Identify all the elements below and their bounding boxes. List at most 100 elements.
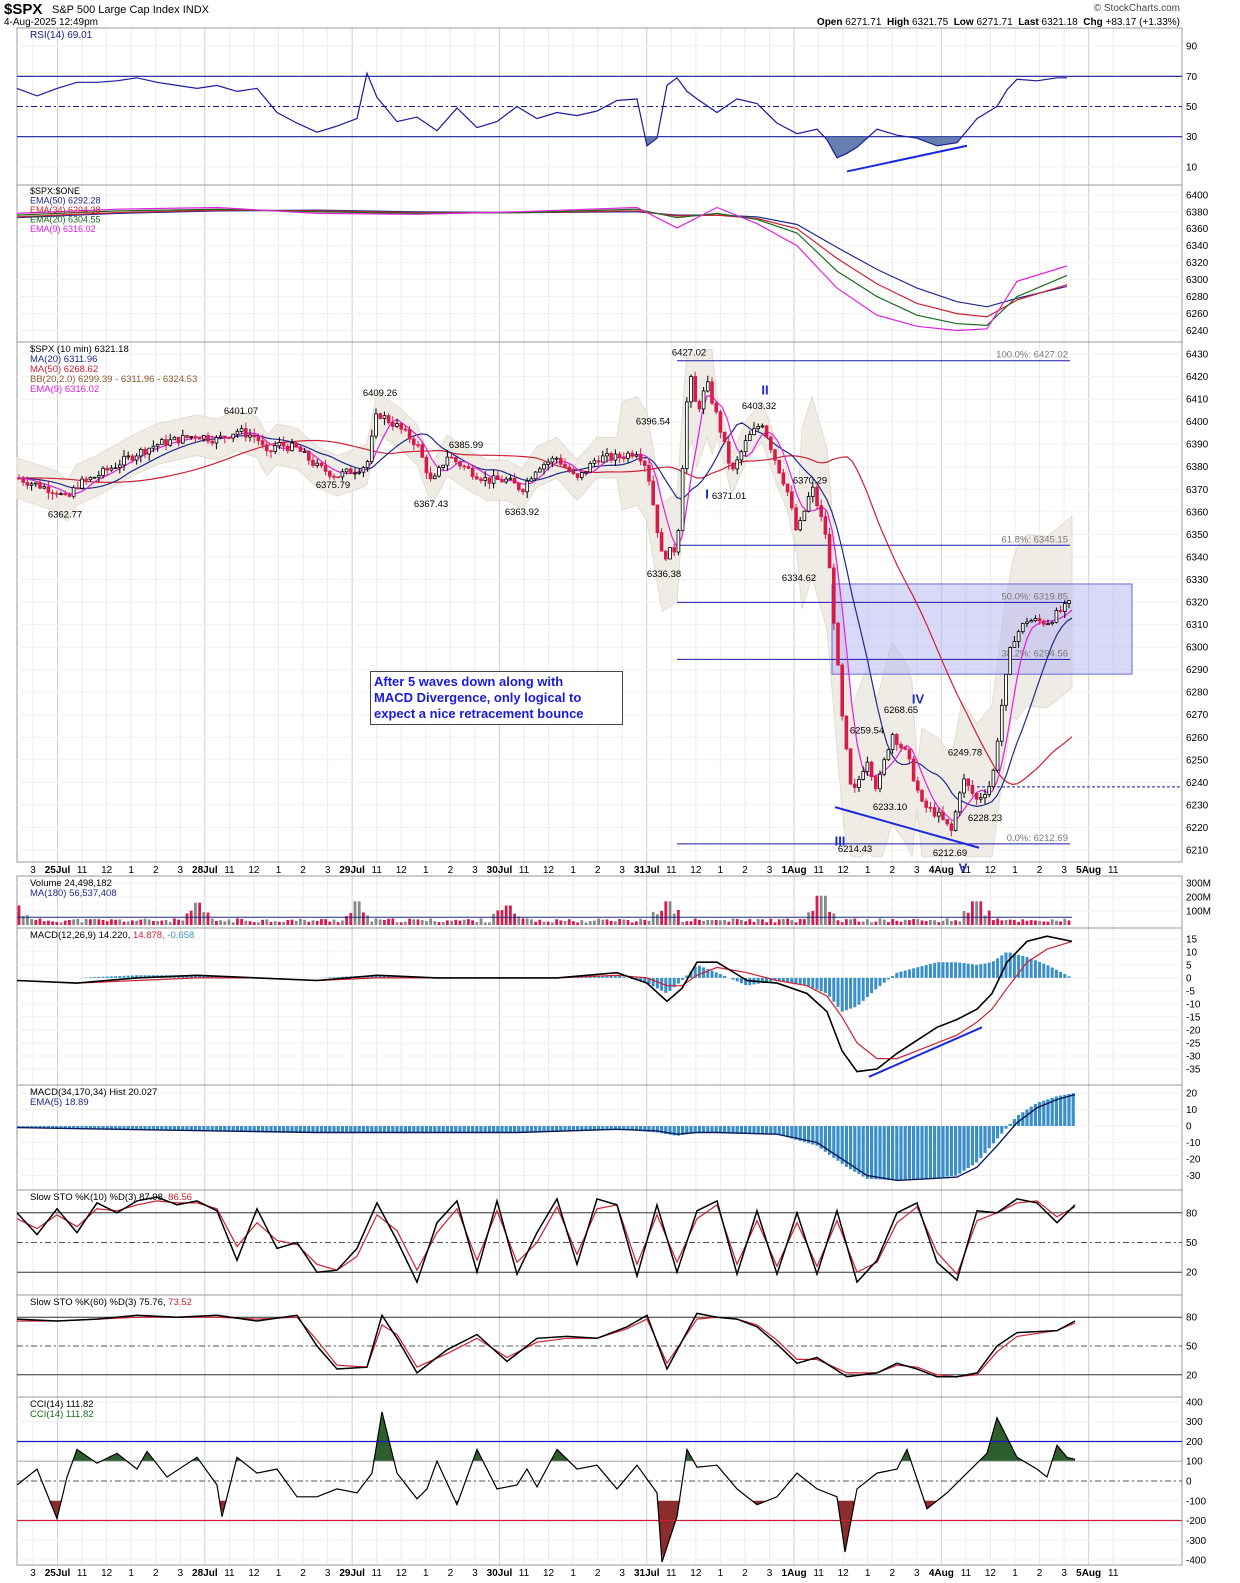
macd2-hist-bar (244, 1125, 248, 1132)
macd1-hist-bar (143, 975, 147, 978)
ema-legend: EMA(9) 6316.02 (30, 224, 96, 234)
x-tick-label: 1 (570, 1568, 576, 1579)
x-tick-label: 2 (742, 865, 748, 876)
volume-bar (227, 919, 231, 925)
candle-body (890, 734, 895, 751)
macd2-hist-bar (975, 1125, 979, 1163)
macd2-hist-bar (958, 1125, 962, 1174)
y-tick-label: 200 (1186, 1437, 1203, 1448)
volume-bar (101, 919, 105, 925)
volume-bar (609, 920, 613, 925)
wave-label: IV (912, 691, 925, 706)
candle-body (857, 779, 861, 788)
price-label: 6401.07 (224, 406, 258, 417)
candle-body (432, 475, 437, 480)
volume-bar (773, 922, 777, 925)
macd2-hist-bar (101, 1125, 105, 1130)
volume-bar (416, 919, 420, 925)
macd2-hist-bar (941, 1125, 945, 1177)
volume-bar (798, 918, 802, 925)
volume-bar (139, 919, 143, 925)
macd2-hist-bar (1046, 1099, 1050, 1126)
candle-body (517, 482, 521, 491)
candle-body (428, 472, 433, 480)
retracement-zone (831, 583, 1133, 675)
fib-label: 38.2%: 6294.56 (1001, 648, 1068, 659)
x-tick-label: 11 (224, 1568, 235, 1579)
candle-body (336, 476, 340, 479)
candle-body (180, 434, 185, 444)
volume-bar (538, 919, 542, 925)
volume-bar (42, 921, 46, 925)
macd1-hist-bar (798, 977, 802, 985)
macd2-hist-bar (1042, 1100, 1046, 1126)
macd2-hist-bar (651, 1125, 655, 1133)
candle-body (991, 769, 996, 787)
volume-bar (126, 921, 130, 925)
macd2-hist-bar (441, 1125, 445, 1133)
volume-bar (941, 920, 945, 925)
volume-bar (1042, 921, 1046, 925)
price-label: 6214.43 (838, 844, 872, 855)
price-label: 6212.69 (933, 848, 967, 859)
x-tick-label: 2 (1037, 1568, 1043, 1579)
macd2-hist-bar (240, 1125, 244, 1132)
x-tick-label: 11 (77, 1568, 88, 1579)
volume-bar (383, 920, 386, 925)
wave-label: III (835, 833, 846, 848)
macd2-hist-bar (193, 1125, 197, 1131)
candle-body (315, 462, 319, 466)
macd2-hist-bar (487, 1125, 491, 1133)
volume-bar (803, 919, 806, 925)
volume-bar (618, 919, 621, 925)
y-tick-label: 0 (1186, 1477, 1192, 1488)
volume-bar (1008, 919, 1012, 925)
volume-bar (59, 922, 63, 925)
macd2-hist-bar (685, 1125, 689, 1135)
volume-bar (471, 920, 474, 925)
macd2-hist-bar (1063, 1094, 1067, 1126)
x-tick-label: 3 (472, 865, 478, 876)
volume-bar (454, 919, 458, 925)
macd2-hist-bar (1033, 1103, 1037, 1126)
macd2-hist-bar (508, 1125, 512, 1133)
candle-body (916, 780, 920, 791)
y-tick-label: 6410 (1186, 395, 1209, 406)
macd2-hist-bar (954, 1125, 958, 1176)
candle-body (563, 463, 567, 468)
candle-body (979, 797, 983, 800)
volume-bar (761, 919, 764, 925)
candle-body (907, 748, 912, 760)
macd2-hist-bar (668, 1125, 672, 1135)
candle-body (920, 789, 924, 802)
candle-body (643, 460, 647, 466)
candle-body (164, 439, 168, 446)
macd1-hist-bar (395, 976, 399, 978)
volume-bar (194, 902, 197, 925)
macd2-hist-bar (46, 1125, 50, 1129)
y-tick-label: 6230 (1186, 800, 1209, 811)
macd2-hist-bar (828, 1125, 832, 1155)
candle-body (697, 401, 702, 410)
volume-bar (899, 921, 903, 925)
ma20-line (16, 422, 1073, 808)
volume-bar (34, 919, 38, 925)
macd1-hist-bar (685, 975, 689, 978)
macd2-hist-bar (840, 1125, 844, 1164)
candle-body (437, 467, 441, 477)
candle-body (580, 472, 584, 478)
volume-bar (55, 921, 59, 925)
macd2-hist-bar (420, 1125, 424, 1133)
macd2-hist-bar (298, 1125, 302, 1133)
candle-body (395, 423, 399, 427)
macd2-hist-bar (395, 1125, 399, 1133)
candle-body (903, 747, 907, 750)
x-tick-label: 1 (718, 1568, 724, 1579)
candle-body (25, 482, 30, 486)
volume-bar (311, 920, 315, 925)
macd2-hist-bar (370, 1125, 374, 1133)
candle-body (323, 465, 328, 472)
candle-body (592, 460, 597, 464)
candle-body (126, 455, 131, 458)
